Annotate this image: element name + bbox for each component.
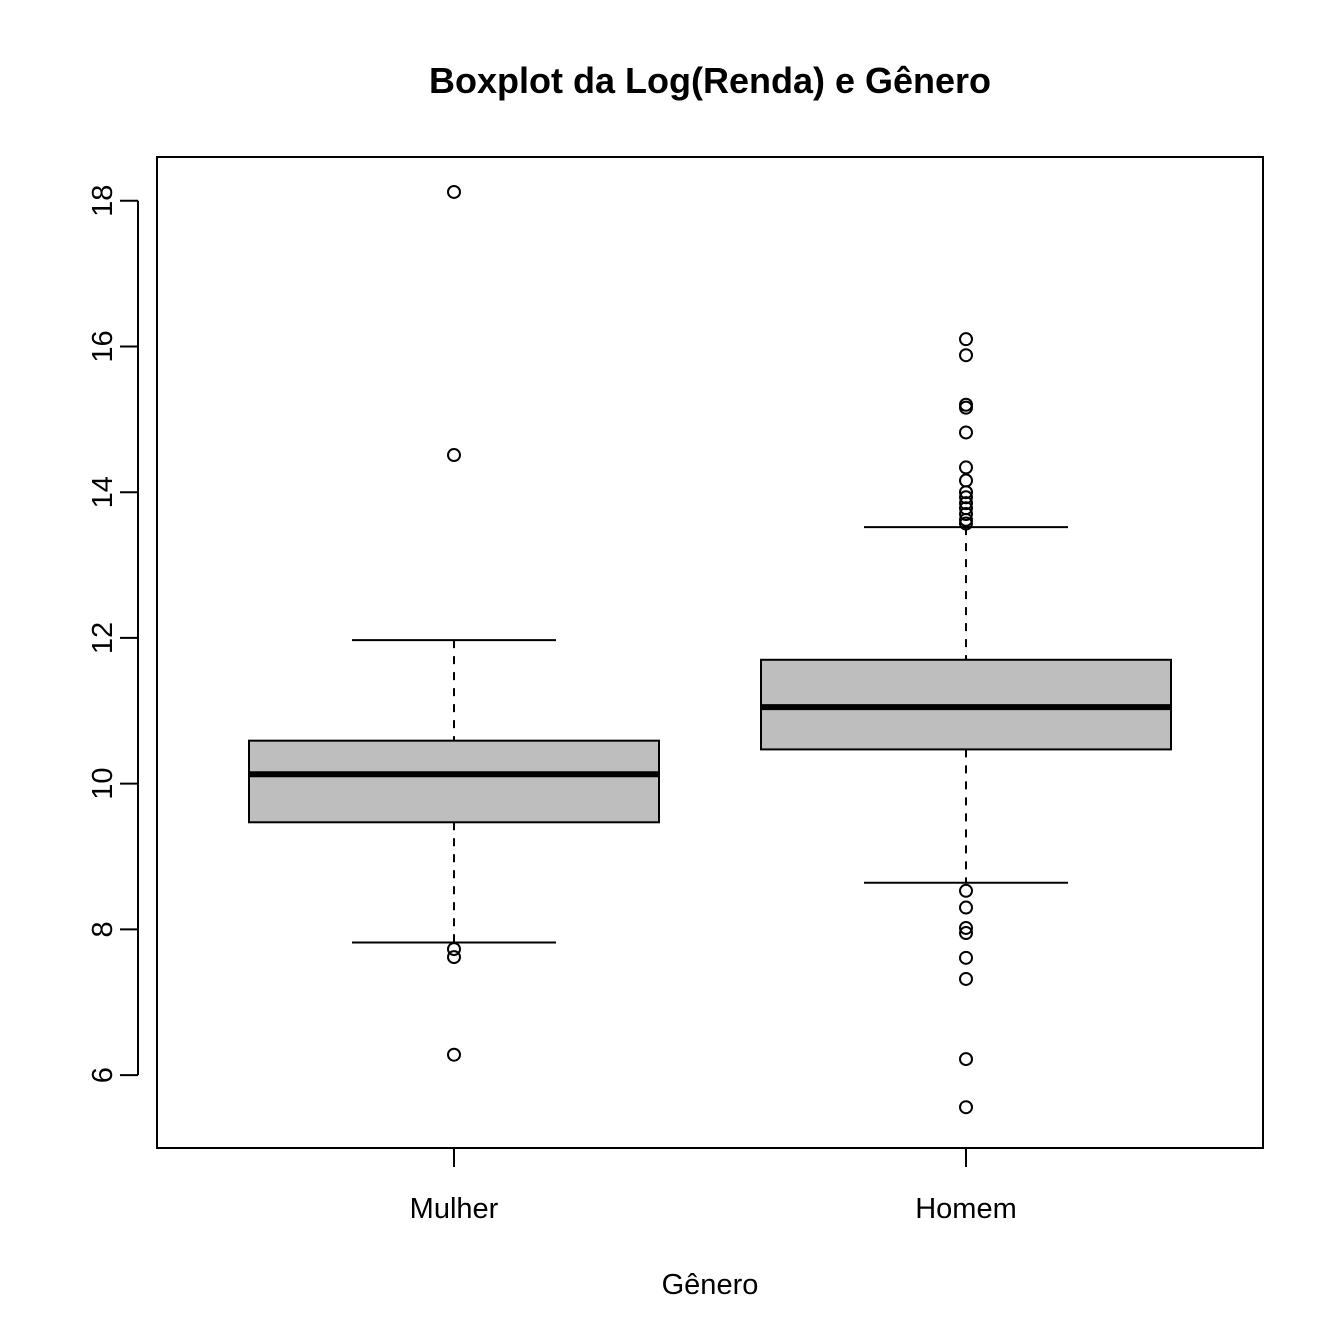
outlier-point [959, 496, 973, 511]
outlier-point [959, 1052, 973, 1067]
box-group-mulher [248, 184, 660, 1062]
outlier-point [959, 332, 973, 347]
outlier-point [447, 1047, 461, 1062]
outlier-point [959, 926, 973, 941]
x-axis: Mulher Homem [410, 1148, 1017, 1225]
plot-frame [156, 156, 1264, 1149]
chart-title: Boxplot da Log(Renda) e Gênero [429, 60, 991, 101]
boxes [248, 184, 1172, 1115]
y-tick-label: 14 [87, 476, 119, 508]
y-tick-label: 12 [87, 622, 119, 654]
outlier-point [959, 512, 973, 527]
outlier-point [959, 1100, 973, 1115]
outlier-point [959, 883, 973, 898]
outlier-point [959, 950, 973, 965]
y-tick-label: 10 [87, 768, 119, 800]
outlier-point [959, 490, 973, 505]
y-tick-label: 16 [87, 330, 119, 362]
outlier-point [447, 950, 461, 965]
outlier-point [959, 348, 973, 363]
outlier-point [447, 448, 461, 463]
y-tick-label: 18 [87, 185, 119, 217]
outlier-point [959, 507, 973, 522]
outlier-point [959, 485, 973, 500]
outlier-point [959, 460, 973, 475]
outlier-point [959, 425, 973, 440]
outlier-point [959, 516, 973, 531]
outlier-point [959, 900, 973, 915]
box-group-homem [760, 332, 1172, 1115]
outlier-point [959, 473, 973, 488]
outlier-point [447, 942, 461, 957]
outlier-point [959, 971, 973, 986]
y-axis: 6 8 10 12 14 16 18 [87, 185, 139, 1083]
outlier-point [447, 184, 461, 199]
x-tick-label: Homem [915, 1193, 1017, 1225]
x-tick-label: Mulher [410, 1193, 499, 1225]
y-tick-label: 6 [87, 1067, 119, 1083]
x-axis-label: Gênero [662, 1269, 759, 1301]
outlier-point [959, 400, 973, 415]
iqr-box [248, 739, 660, 824]
y-tick-label: 8 [87, 921, 119, 937]
outlier-point [959, 920, 973, 935]
